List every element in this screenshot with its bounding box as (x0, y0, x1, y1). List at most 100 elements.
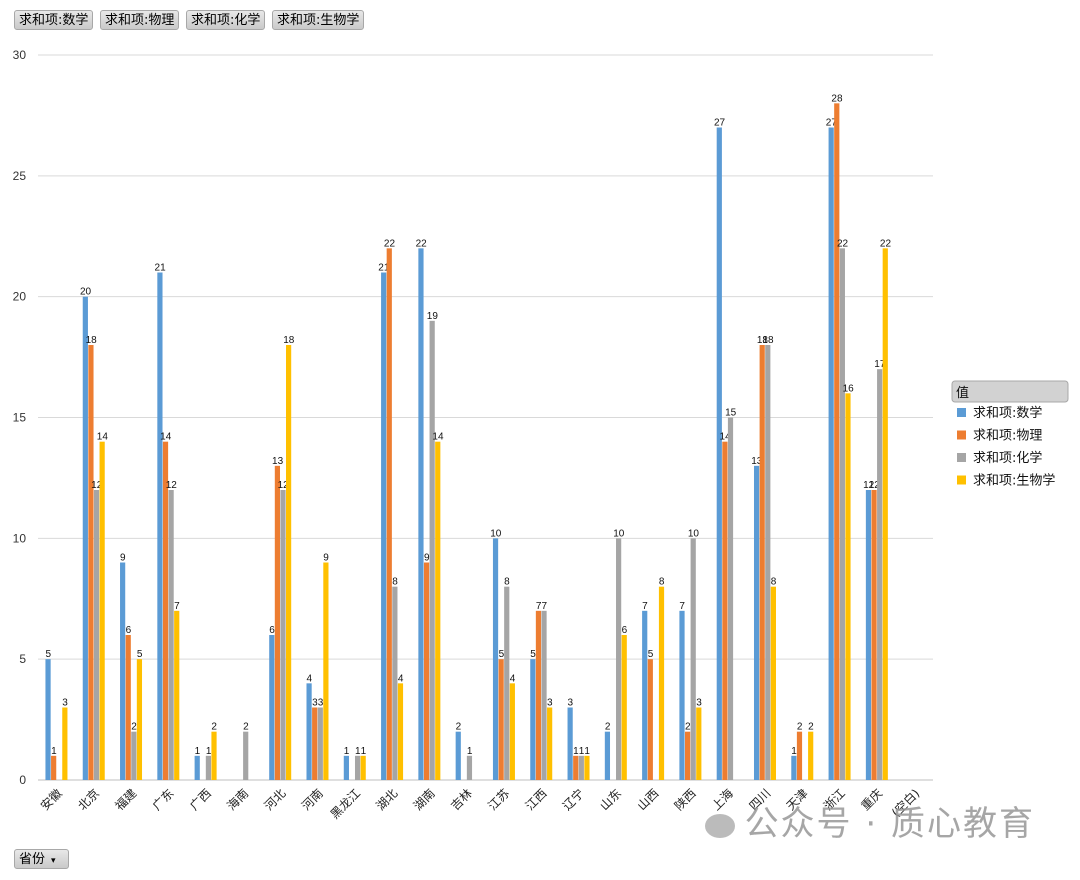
x-tick-label: 辽宁 (559, 786, 587, 814)
bar (877, 369, 883, 780)
bar-value-label: 28 (831, 93, 843, 104)
field-button-biology[interactable]: 求和项:生物学 (272, 10, 365, 30)
bar-value-label: 5 (45, 649, 51, 660)
bar-value-label: 16 (843, 383, 855, 394)
bar-value-label: 9 (424, 553, 430, 564)
bar (317, 707, 323, 780)
bar (455, 731, 461, 780)
bar (62, 707, 68, 780)
bar (770, 586, 776, 780)
bar (882, 248, 888, 780)
bar-value-label: 21 (378, 263, 390, 274)
bar-value-label: 14 (720, 432, 732, 443)
bar (541, 610, 547, 780)
bar (690, 538, 696, 780)
bar-value-label: 1 (579, 746, 585, 757)
bar (791, 755, 797, 780)
bar-value-label: 7 (536, 601, 542, 612)
bar-value-label: 18 (86, 335, 98, 346)
bar-value-label: 21 (155, 263, 167, 274)
x-tick-label: 吉林 (448, 786, 475, 813)
bar (547, 707, 553, 780)
bar (120, 562, 126, 780)
bar (796, 731, 803, 780)
bar (343, 755, 349, 780)
bar-value-label: 8 (504, 577, 510, 588)
chevron-down-icon: ▾ (51, 856, 56, 866)
row-field-label: 省份 (19, 852, 46, 867)
bar (716, 127, 722, 780)
bar-value-label: 22 (880, 238, 892, 249)
legend-swatch (957, 475, 966, 485)
bar-value-label: 2 (797, 722, 803, 733)
wechat-icon (704, 813, 735, 838)
bar-value-label: 4 (307, 673, 313, 684)
bar (834, 103, 840, 780)
bar (642, 610, 648, 780)
x-tick-label: 山西 (635, 786, 662, 813)
x-tick-label: 黑龙江 (328, 786, 363, 821)
bar-value-label: 22 (416, 238, 428, 249)
x-tick-label: 河南 (298, 786, 326, 814)
y-tick-label: 10 (13, 531, 27, 545)
x-tick-label: 湖北 (373, 786, 401, 814)
bar-value-label: 7 (642, 601, 648, 612)
bar-value-label: 27 (826, 118, 838, 129)
field-button-physics[interactable]: 求和项:物理 (100, 10, 180, 30)
bar (211, 731, 217, 780)
legend-title-box (951, 380, 1069, 403)
bar (286, 345, 292, 780)
bar (435, 441, 441, 780)
bar-value-label: 2 (808, 722, 814, 733)
legend-swatch (957, 453, 966, 462)
bar (136, 659, 143, 780)
x-tick-label: 江苏 (485, 786, 512, 813)
bar-value-label: 4 (510, 673, 516, 684)
bar (753, 465, 760, 780)
field-button-chemistry[interactable]: 求和项:化学 (186, 10, 266, 30)
bar (99, 441, 105, 780)
bar-value-label: 3 (696, 698, 702, 709)
bar (573, 755, 579, 780)
bar (392, 586, 398, 780)
bar-value-label: 12 (91, 480, 103, 491)
bar (839, 248, 845, 780)
bar-value-label: 8 (659, 577, 665, 588)
bar (397, 683, 404, 780)
bar-value-label: 12 (869, 480, 881, 491)
bar (306, 683, 312, 780)
bar (125, 635, 131, 780)
field-button-math[interactable]: 求和项:数学 (14, 10, 94, 30)
bar-value-label: 10 (688, 528, 700, 539)
bar-value-label: 5 (499, 649, 505, 660)
bar-value-label: 27 (714, 118, 726, 129)
bar (584, 755, 590, 780)
x-tick-label: 福建 (112, 786, 140, 814)
legend-entry: 求和项:化学 (973, 450, 1042, 466)
bar-value-label: 1 (584, 746, 590, 757)
watermark-text: 公众号 · 质心教育 (744, 804, 1035, 844)
bar (82, 296, 88, 780)
bar-value-label: 20 (80, 287, 92, 298)
bar (274, 465, 280, 780)
bar-value-label: 1 (195, 746, 201, 757)
bar (727, 417, 734, 780)
bar (360, 755, 366, 780)
bar (174, 610, 180, 780)
bar-value-label: 1 (51, 746, 57, 757)
bar-value-label: 9 (323, 553, 329, 564)
bar (621, 635, 627, 780)
bar (162, 441, 169, 780)
bar-value-label: 15 (725, 408, 737, 419)
bar-value-label: 12 (863, 480, 875, 491)
watermark: 公众号 · 质心教育 (704, 796, 1035, 845)
bar-value-label: 1 (355, 746, 361, 757)
bar-value-label: 22 (384, 238, 396, 249)
bar-value-label: 2 (685, 722, 691, 733)
bar-value-label: 22 (837, 238, 849, 249)
row-field-button[interactable]: 省份 ▾ (14, 849, 69, 869)
y-tick-label: 30 (13, 48, 27, 62)
bar (679, 610, 685, 780)
bar-value-label: 2 (211, 722, 217, 733)
